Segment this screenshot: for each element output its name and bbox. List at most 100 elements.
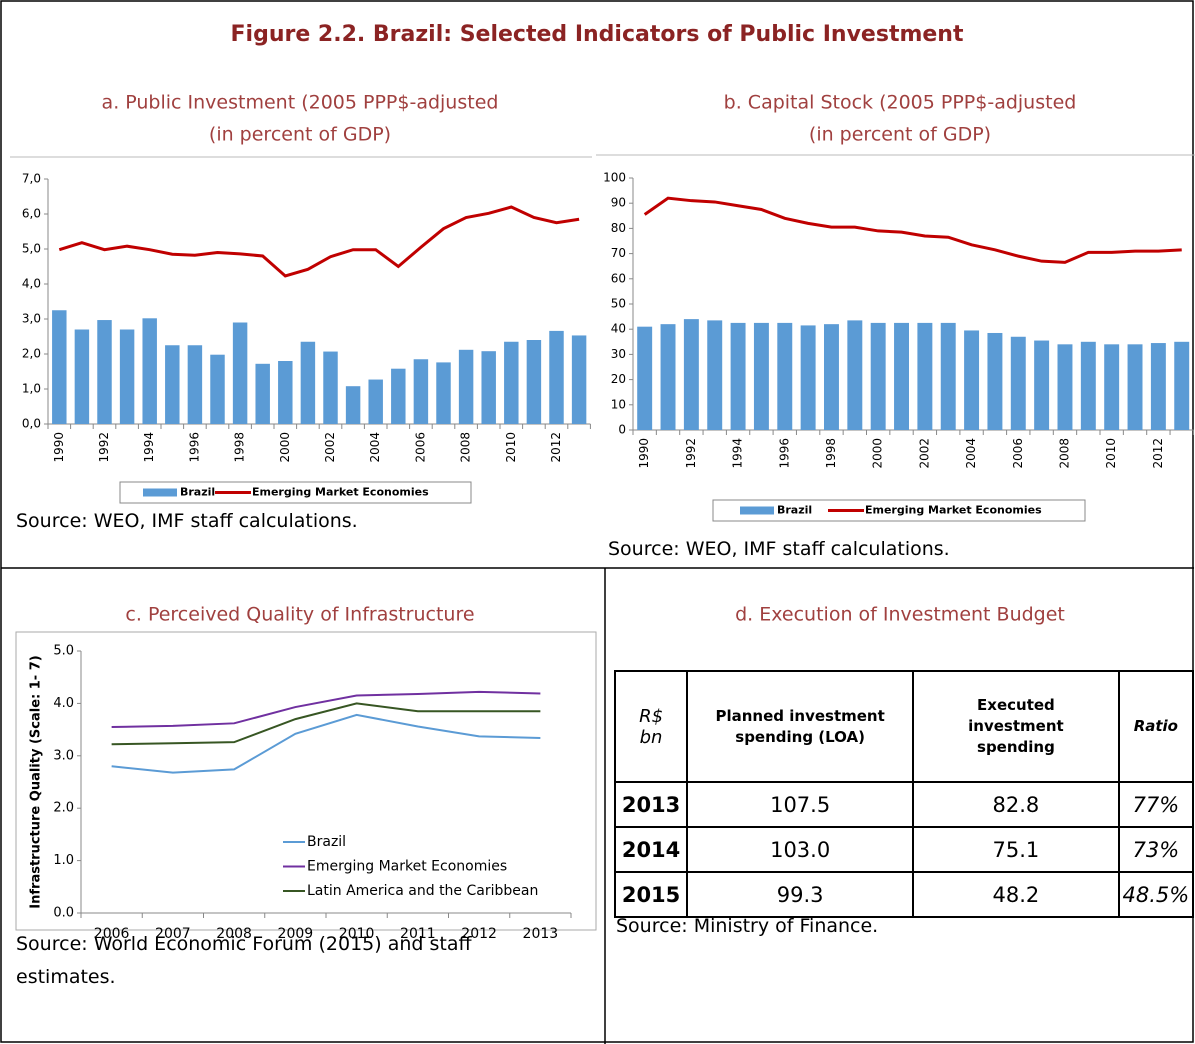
legend-label: Emerging Market Economies	[307, 859, 507, 875]
legend-box	[119, 481, 472, 504]
y-tick-label: 4,0	[22, 277, 41, 291]
chart-subtitle: a. Public Investment (2005 PPP$-adjusted	[102, 92, 499, 114]
series-line	[111, 690, 541, 728]
x-tick-label: 2006	[94, 926, 130, 942]
bar	[777, 322, 793, 430]
x-tick-label: 2007	[155, 926, 191, 942]
bar	[52, 310, 67, 424]
x-tick-label: 2012	[549, 432, 563, 463]
y-tick-label: 30	[611, 347, 626, 361]
cell: 73%	[1117, 826, 1195, 873]
legend-label: Emerging Market Economies	[865, 504, 1042, 517]
bar	[1174, 341, 1190, 430]
bar	[74, 329, 90, 424]
bar	[987, 332, 1003, 430]
x-tick-label: 1992	[684, 438, 698, 469]
cell: 2015	[613, 871, 689, 918]
bar	[391, 368, 406, 424]
cell: 48.2	[912, 871, 1120, 918]
bar	[255, 363, 270, 424]
legend-label: Emerging Market Economies	[252, 486, 429, 499]
header-cell: Planned investment spending (LOA)	[686, 670, 915, 783]
bar	[824, 324, 839, 430]
bar	[526, 340, 542, 424]
y-tick-label: 90	[611, 196, 626, 210]
y-tick-label: 50	[611, 297, 626, 311]
series-line	[111, 713, 541, 774]
y-tick-label: 5,0	[22, 242, 41, 256]
x-tick-label: 2012	[1151, 438, 1165, 469]
bar	[753, 322, 769, 430]
legend-label: Brazil	[777, 504, 812, 517]
cell: 103.0	[686, 826, 915, 873]
x-tick-label: 2004	[368, 432, 382, 463]
y-tick-label: 10	[611, 397, 626, 411]
bar	[683, 319, 699, 430]
source-d: Source: Ministry of Finance.	[616, 915, 878, 937]
cell: 75.1	[912, 826, 1120, 873]
x-tick-label: 2000	[278, 432, 292, 463]
bar	[847, 320, 863, 430]
bar	[964, 330, 980, 430]
chart-subtitle: (in percent of GDP)	[209, 124, 391, 146]
x-tick-label: 2008	[1057, 438, 1071, 469]
figure-title: Figure 2.2. Brazil: Selected Indicators …	[231, 22, 964, 47]
bar	[413, 359, 429, 424]
y-tick-label: 3,0	[22, 312, 41, 326]
bar	[1010, 336, 1026, 430]
x-tick-label: 2006	[413, 432, 427, 463]
x-tick-label: 2011	[400, 926, 436, 942]
bar	[436, 362, 451, 424]
bar	[187, 345, 203, 424]
x-tick-label: 1994	[731, 438, 745, 469]
x-tick-label: 1998	[233, 432, 247, 463]
bar	[210, 354, 225, 424]
header-cell: R$ bn	[613, 670, 689, 783]
source-a: Source: WEO, IMF staff calculations.	[16, 510, 358, 532]
x-tick-label: 2013	[523, 926, 559, 942]
x-tick-label: 2010	[504, 432, 518, 463]
bar	[917, 322, 933, 430]
y-tick-label: 0,0	[22, 417, 41, 431]
chart-subtitle: c. Perceived Quality of Infrastructure	[125, 604, 474, 626]
y-tick-label: 40	[611, 322, 626, 336]
x-tick-label: 2008	[459, 432, 473, 463]
y-tick-label: 2.0	[53, 801, 74, 816]
bar	[165, 345, 180, 424]
x-tick-label: 2000	[871, 438, 885, 469]
x-tick-label: 2002	[917, 438, 931, 469]
y-tick-label: 5.0	[53, 644, 74, 659]
series-line	[643, 196, 1182, 264]
x-tick-label: 2010	[339, 926, 375, 942]
x-tick-label: 1992	[97, 432, 111, 463]
cell: 2014	[613, 826, 689, 873]
y-tick-label: 80	[611, 221, 626, 235]
bar	[870, 322, 886, 430]
bar	[637, 326, 653, 430]
bar	[730, 322, 746, 430]
cell: 99.3	[686, 871, 915, 918]
y-tick-label: 4.0	[53, 696, 74, 711]
chart-subtitle: (in percent of GDP)	[809, 124, 991, 146]
bar	[232, 322, 248, 424]
chart-c-frame	[15, 631, 597, 931]
cell: 82.8	[912, 781, 1120, 828]
bar	[571, 335, 587, 424]
bar	[549, 330, 564, 424]
bar	[1057, 344, 1073, 430]
bar	[345, 386, 361, 424]
header-cell: Executed investment spending	[912, 670, 1120, 783]
x-tick-label: 1998	[824, 438, 838, 469]
series-line	[111, 702, 541, 746]
bar	[142, 318, 157, 424]
x-tick-label: 1990	[52, 432, 66, 463]
x-tick-label: 2010	[1104, 438, 1118, 469]
bar	[1150, 343, 1166, 430]
y-tick-label: 70	[611, 246, 626, 260]
table-title: d. Execution of Investment Budget	[735, 604, 1065, 626]
y-tick-label: 0.0	[53, 906, 74, 921]
y-tick-label: 20	[611, 372, 626, 386]
x-tick-label: 2002	[323, 432, 337, 463]
cell: 107.5	[686, 781, 915, 828]
legend-label: Brazil	[307, 834, 346, 850]
